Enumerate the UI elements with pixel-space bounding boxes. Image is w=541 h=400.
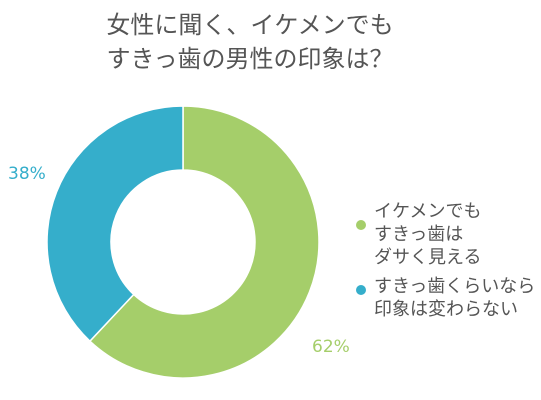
legend-label-dasaku: イケメンでも すきっ歯は ダサく見える bbox=[374, 201, 482, 268]
legend-marker-green bbox=[356, 220, 366, 230]
legend-marker-blue bbox=[356, 285, 366, 295]
chart-title-line-2: すきっ歯の男性の印象は？ bbox=[106, 45, 394, 73]
slice-ikemen-dasaku bbox=[88, 105, 320, 379]
legend: イケメンでも すきっ歯は ダサく見える すきっ歯くらいなら 印象は変わらない bbox=[356, 200, 541, 327]
legend-item-kawaranai: すきっ歯くらいなら 印象は変わらない bbox=[356, 275, 541, 321]
legend-item-dasaku: イケメンでも すきっ歯は ダサく見える bbox=[356, 200, 541, 269]
slice-inshou-kawaranai bbox=[46, 105, 184, 343]
legend-label-kawaranai: すきっ歯くらいなら 印象は変わらない bbox=[374, 276, 536, 320]
data-label-38: 38% bbox=[8, 164, 46, 184]
data-label-62: 62% bbox=[312, 337, 350, 357]
chart-title-line-1: 女性に聞く、イケメンでも bbox=[106, 11, 394, 39]
chart-title: 女性に聞く、イケメンでも すきっ歯の男性の印象は？ bbox=[60, 8, 440, 76]
